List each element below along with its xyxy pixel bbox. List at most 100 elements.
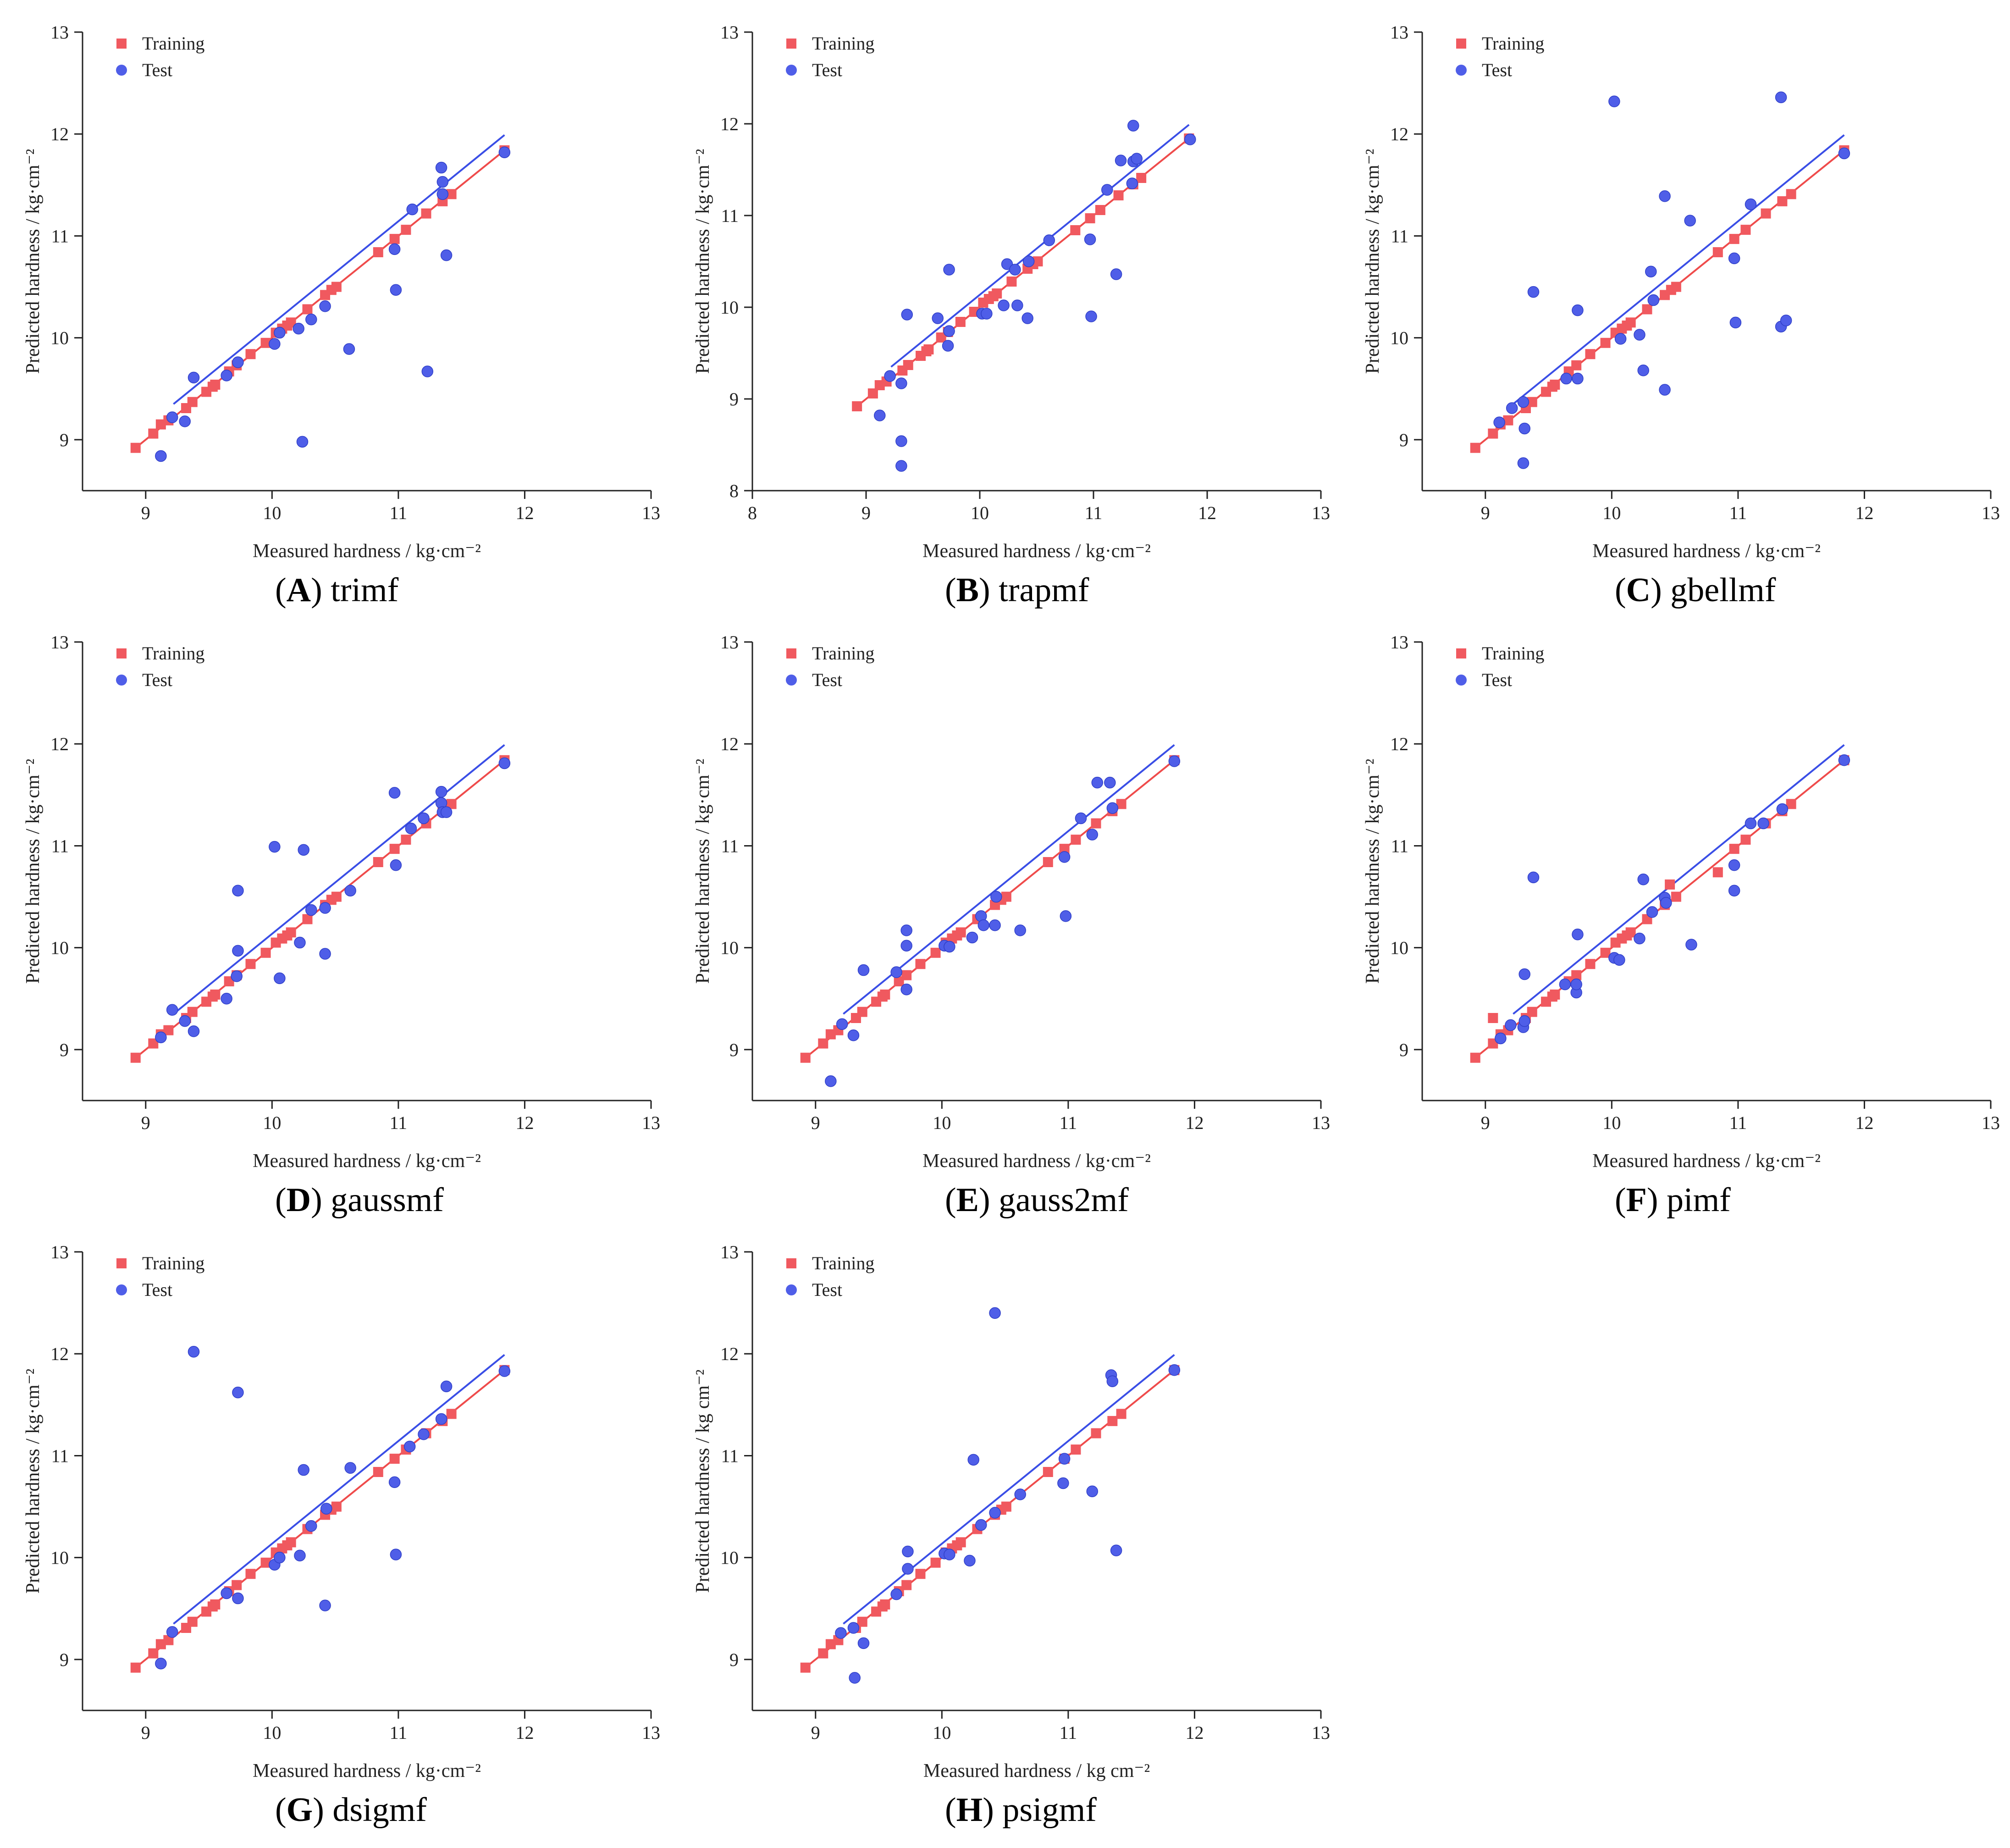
training-point [852, 401, 862, 411]
x-tick-label: 13 [1982, 1112, 2000, 1133]
test-point [964, 1555, 976, 1567]
training-point [245, 959, 256, 969]
test-point [857, 1637, 870, 1649]
training-point [1740, 225, 1751, 235]
x-axis-label: Measured hardness / kg·cm⁻² [253, 1760, 481, 1782]
chart-svg: 9 10 11 12 13 9 10 11 12 13 Measured hardness / kg… [692, 1242, 1330, 1782]
test-point [1086, 829, 1098, 841]
caption-letter: G [286, 1791, 313, 1829]
panel-e-gauss2mf: 9 10 11 12 13 9 10 11 12 13 Measured hardness / kg… [670, 610, 1340, 1229]
training-point [1006, 277, 1017, 287]
test-point [166, 1004, 178, 1016]
test-point [388, 243, 401, 255]
training-point [1470, 443, 1480, 453]
legend-training-label: Training [142, 1253, 204, 1273]
training-point [1600, 338, 1611, 348]
y-tick-label: 10 [50, 328, 69, 349]
test-point [435, 786, 447, 798]
y-tick-label: 12 [50, 1344, 69, 1364]
training-point [930, 1557, 941, 1568]
test-point [221, 1587, 232, 1599]
x-axis-label: Measured hardness / kg·cm⁻² [922, 541, 1151, 562]
test-point [1572, 372, 1584, 385]
x-tick-label: 9 [141, 1722, 150, 1743]
x-axis-label: Measured hardness / kg·cm⁻² [1592, 1151, 1821, 1172]
training-point [857, 1616, 867, 1627]
test-point [418, 1428, 430, 1440]
training-point [1585, 959, 1596, 969]
test-point [269, 841, 281, 853]
y-tick-label: 11 [1391, 835, 1408, 856]
panel-caption: (H) psigmf [945, 1791, 1097, 1829]
test-point [1838, 754, 1850, 766]
test-point [403, 1440, 416, 1453]
test-point [344, 885, 356, 896]
legend-test-marker [786, 65, 797, 76]
test-point [1570, 978, 1582, 990]
legend-test-label: Test [812, 1279, 842, 1300]
y-tick-label: 13 [720, 1242, 739, 1262]
legend-training-label: Training [142, 33, 204, 54]
test-fit-line [173, 134, 505, 405]
legend-training-label: Training [1482, 33, 1544, 54]
test-fit-line [1513, 134, 1845, 405]
training-point [1107, 1416, 1118, 1426]
test-point [388, 1476, 401, 1488]
y-tick-label: 13 [720, 632, 739, 653]
chart-svg: 9 10 11 12 13 9 10 11 12 13 Measured hardness / kg… [1362, 632, 2000, 1172]
x-tick-label: 10 [1602, 503, 1621, 523]
x-tick-label: 11 [1060, 1112, 1077, 1133]
panel-b-trapmf: 8 9 10 11 12 13 8 9 10 11 12 13 Measured hardness / … [670, 0, 1340, 619]
panel-f-pimf: 9 10 11 12 13 9 10 11 12 13 Measured hardness / kg… [1340, 610, 2010, 1229]
x-tick-label: 12 [1185, 1112, 1204, 1133]
test-point [221, 370, 232, 382]
y-tick-label: 10 [1390, 938, 1408, 958]
training-point [818, 1648, 828, 1659]
caption-letter: E [956, 1181, 979, 1219]
test-point [1060, 910, 1072, 922]
training-point [389, 844, 400, 854]
panel-caption: (C) gbellmf [1615, 571, 1776, 609]
test-point [1022, 312, 1033, 324]
x-tick-label: 10 [971, 503, 989, 523]
caption-name: trimf [331, 571, 399, 609]
test-point [1519, 968, 1530, 980]
training-point [373, 1467, 383, 1477]
test-point [1517, 457, 1530, 469]
x-tick-label: 13 [1312, 1722, 1330, 1743]
test-point [1728, 252, 1740, 265]
chart-svg: 8 9 10 11 12 13 8 9 10 11 12 13 Measured hardness / … [692, 22, 1330, 562]
test-point [975, 1519, 987, 1531]
training-point [401, 835, 411, 845]
test-fit-line [890, 124, 1190, 368]
test-point [1659, 384, 1671, 396]
test-point [390, 284, 402, 296]
legend-test-label: Test [142, 60, 172, 80]
test-point [836, 1018, 848, 1030]
test-point [943, 325, 955, 337]
y-tick-label: 11 [51, 226, 69, 246]
y-tick-label: 12 [1390, 124, 1408, 144]
training-point [210, 989, 221, 1000]
test-point [966, 931, 978, 944]
legend-test-marker [786, 1284, 797, 1295]
test-point [944, 941, 955, 953]
training-point [401, 225, 411, 235]
test-point [1014, 924, 1026, 936]
test-point [981, 308, 993, 320]
caption-name: pimf [1667, 1181, 1731, 1219]
training-point [1600, 947, 1611, 958]
test-point [1001, 258, 1013, 270]
training-point [232, 1580, 242, 1590]
test-point [1127, 120, 1139, 132]
training-point [1095, 205, 1105, 215]
test-point [1685, 939, 1697, 951]
test-point [305, 904, 317, 916]
test-point [232, 945, 244, 957]
test-point [1110, 268, 1122, 280]
test-point [188, 371, 200, 384]
x-tick-label: 11 [1729, 503, 1747, 523]
training-point [286, 317, 296, 328]
training-point [260, 1557, 271, 1568]
test-point [884, 370, 896, 382]
